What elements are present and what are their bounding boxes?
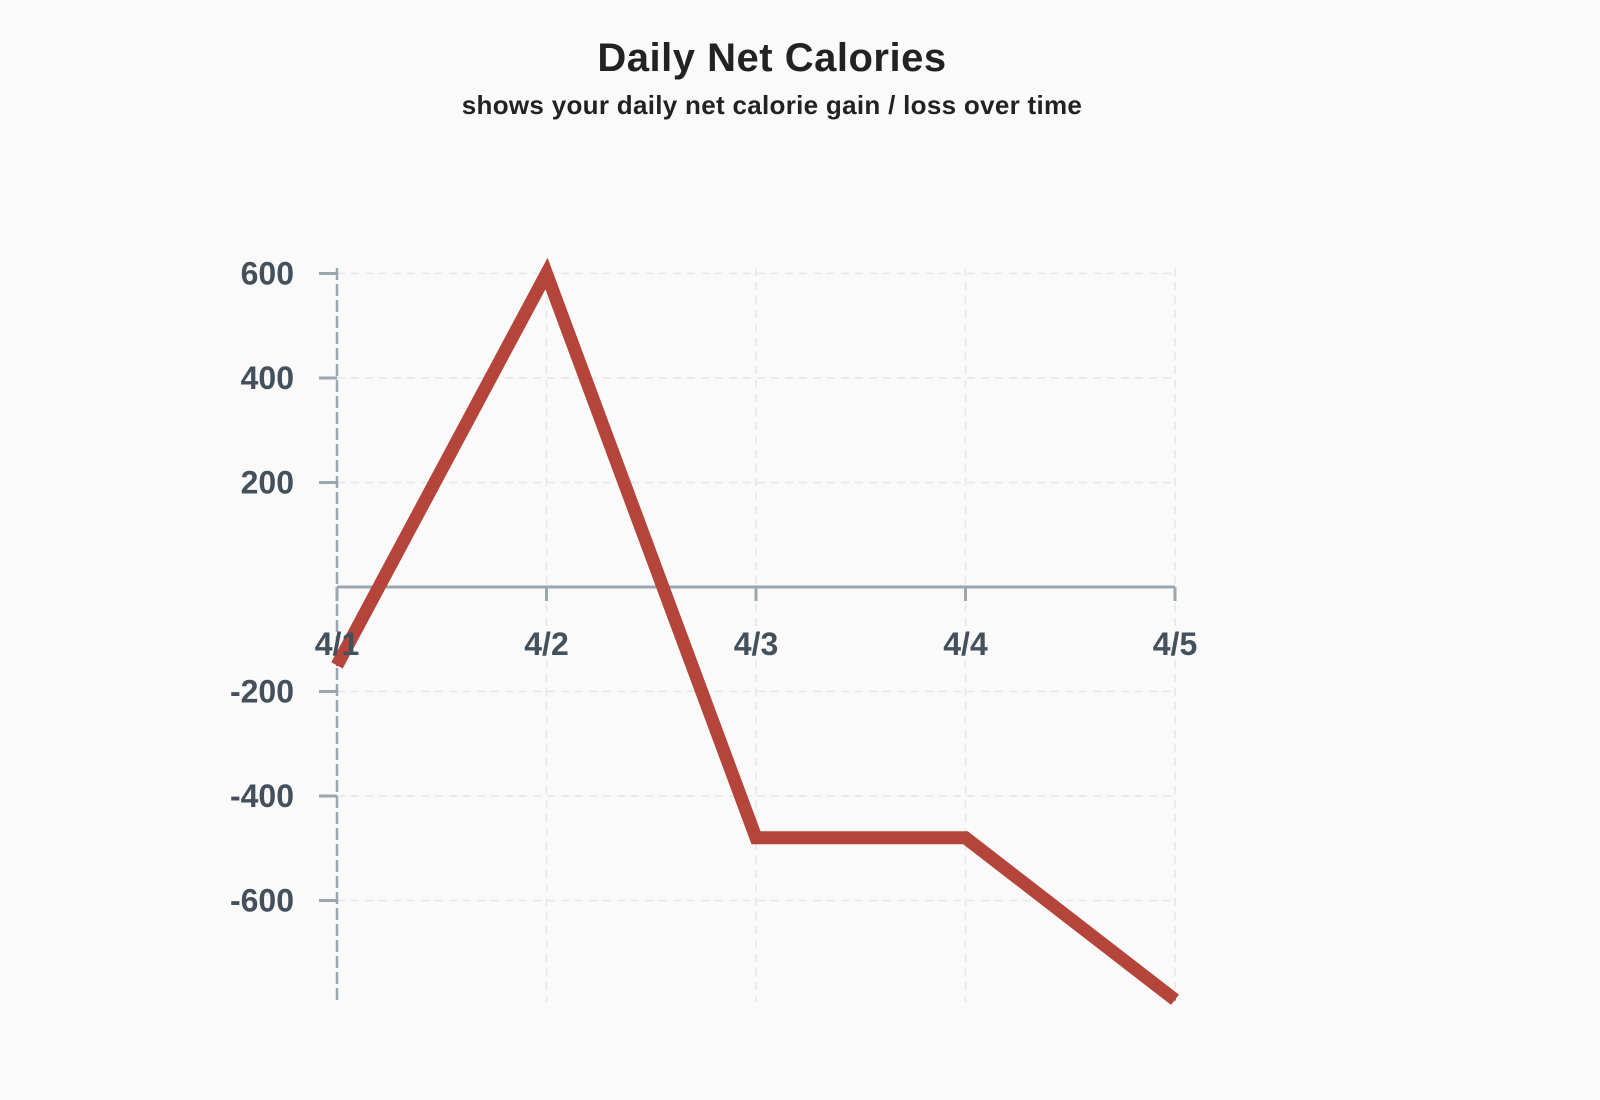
data-point-4/4 <box>964 836 967 839</box>
y-tick-label: 600 <box>241 256 294 292</box>
chart-title: Daily Net Calories <box>597 36 947 80</box>
axes <box>319 268 1177 1002</box>
data-point-4/2 <box>545 272 548 275</box>
data-point-4/3 <box>755 836 757 839</box>
x-tick-label: 4/5 <box>1153 626 1197 662</box>
series <box>331 257 1179 1005</box>
y-tick-label: -400 <box>230 778 294 814</box>
grid-lines <box>337 268 1176 1002</box>
tick-labels: 600 400 200 -200 -400 -600 4/1 4/2 4/3 4/4 4/5 <box>230 256 1197 919</box>
data-point-4/1 <box>336 664 338 667</box>
data-point-4/5 <box>1174 998 1176 1001</box>
x-tick-label: 4/2 <box>524 626 568 662</box>
x-tick-label: 4/1 <box>315 626 359 662</box>
x-tick-label: 4/4 <box>943 626 988 662</box>
y-tick-label: -200 <box>230 674 294 710</box>
y-tick-label: 200 <box>241 465 294 501</box>
chart-subtitle: shows your daily net calorie gain / loss… <box>461 90 1083 120</box>
y-tick-label: 400 <box>241 360 294 396</box>
x-tick-label: 4/3 <box>734 626 778 662</box>
y-tick-label: -600 <box>230 883 294 919</box>
